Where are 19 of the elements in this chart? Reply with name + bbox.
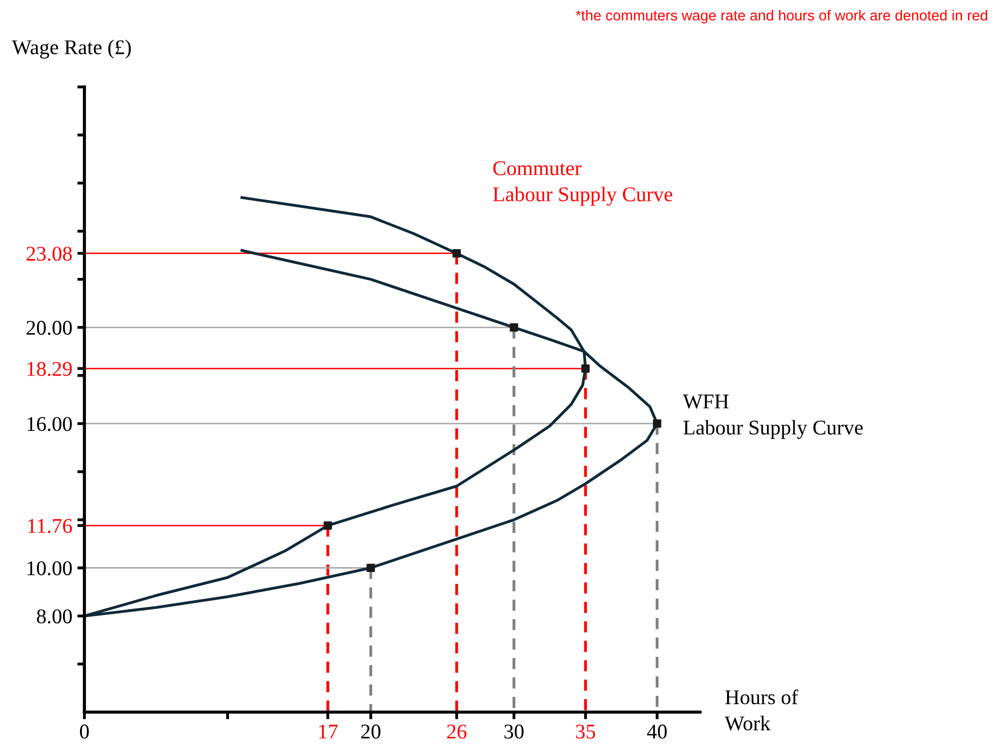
x-tick-label: 20	[361, 724, 380, 739]
y-axis-title: Wage Rate (£)	[12, 40, 131, 59]
y-tick-label: 8.00	[36, 609, 72, 624]
y-tick-label: 20.00	[26, 320, 72, 335]
x-tick-label: 40	[647, 724, 667, 739]
y-tick-label: 10.00	[28, 561, 72, 576]
x-tick-label: 30	[504, 724, 524, 739]
x-tick-label: 26	[447, 724, 466, 739]
y-tick-label: 18.29	[28, 362, 72, 376]
y-tick-label: 11.76	[28, 518, 72, 534]
x-tick-label: 0	[80, 724, 89, 739]
x-tick-label: 17	[319, 724, 338, 738]
text: *the commuters wage rate and hours of work are denoted in red	[576, 10, 988, 24]
series-label: WFH Labour Supply Curve	[682, 394, 863, 439]
text: Commuter Labour Supply Curve	[493, 161, 672, 206]
x-tick-label: 35	[576, 724, 596, 739]
y-tick-label: 23.08	[26, 246, 72, 261]
y-tick-label: 16.00	[28, 416, 72, 432]
x-axis-title: Hours of Work	[724, 689, 798, 731]
